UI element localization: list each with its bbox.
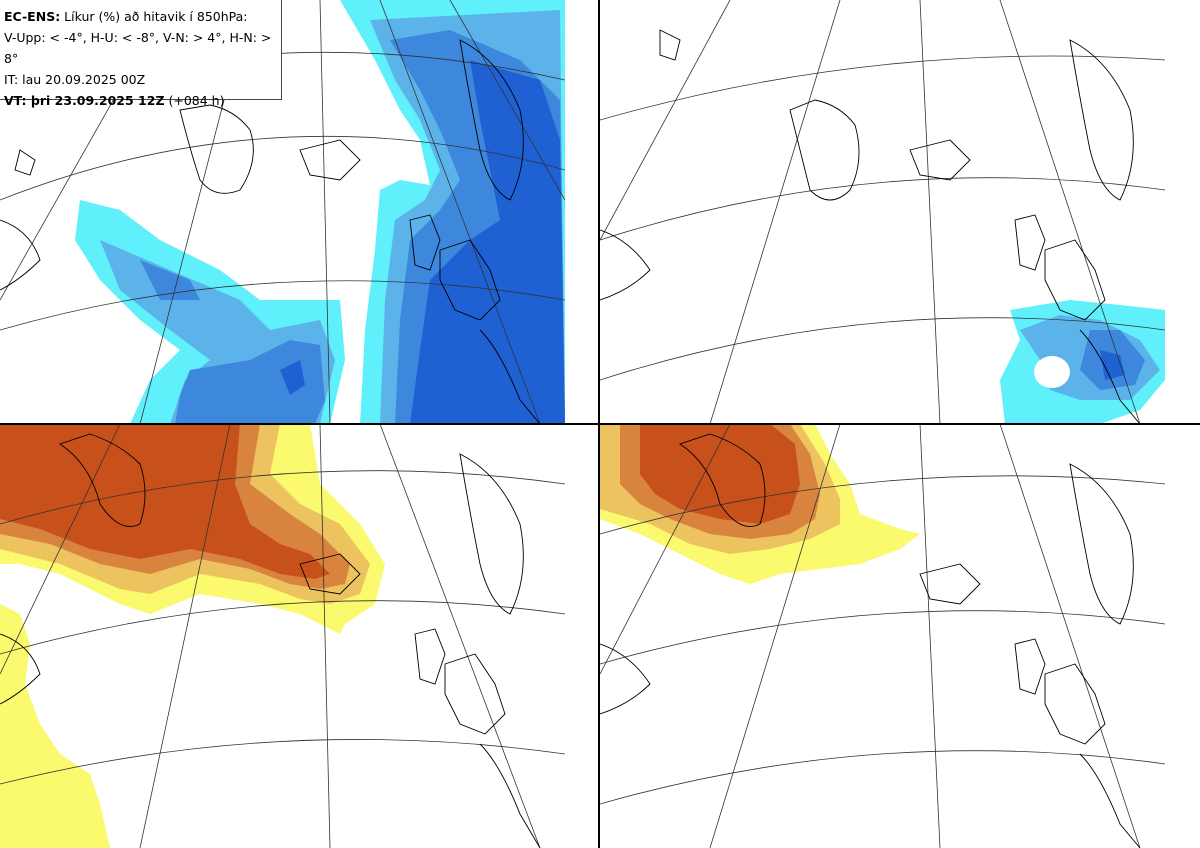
map-panel-top-right: 1009565355 xyxy=(600,0,1165,424)
probability-map-cold-anomaly-4 xyxy=(0,0,565,424)
title-line-3: IT: lau 20.09.2025 00Z xyxy=(4,72,146,87)
map-panel-top-left: EC-ENS: Líkur (%) að hitavik í 850hPa: V… xyxy=(0,0,565,424)
probability-map-warm-anomaly-8 xyxy=(600,424,1165,848)
panel-divider-vertical xyxy=(598,0,600,848)
lat-lon-grid xyxy=(600,424,1165,848)
map-panel-bottom-right: 1009565355 xyxy=(600,424,1165,848)
lat-lon-grid xyxy=(0,424,565,848)
probability-shading xyxy=(0,424,385,848)
panel-divider-horizontal xyxy=(0,423,1200,425)
title-line-1: EC-ENS: Líkur (%) að hitavik í 850hPa: xyxy=(4,6,281,27)
title-description: Líkur (%) að hitavik í 850hPa: xyxy=(60,9,248,24)
lat-lon-grid xyxy=(600,0,1165,424)
title-line-2: V-Upp: < -4°, H-U: < -8°, V-N: > 4°, H-N… xyxy=(4,30,272,66)
map-panel-bottom-left: 1009565355 xyxy=(0,424,565,848)
coastlines xyxy=(0,433,541,848)
coastlines xyxy=(0,39,541,424)
probability-map-warm-anomaly-4 xyxy=(0,424,565,848)
title-line-4: VT: þri 23.09.2025 12Z (+084 h) xyxy=(4,90,281,111)
model-name: EC-ENS: xyxy=(4,9,61,24)
coastlines xyxy=(600,433,1141,848)
forecast-lead: (+084 h) xyxy=(164,93,225,108)
probability-map-cold-anomaly-8 xyxy=(600,0,1165,424)
probability-shading xyxy=(75,0,565,424)
probability-shading xyxy=(600,424,920,584)
coastlines xyxy=(600,29,1141,424)
map-title-legend: EC-ENS: Líkur (%) að hitavik í 850hPa: V… xyxy=(0,0,282,108)
valid-time: VT: þri 23.09.2025 12Z xyxy=(4,93,165,108)
